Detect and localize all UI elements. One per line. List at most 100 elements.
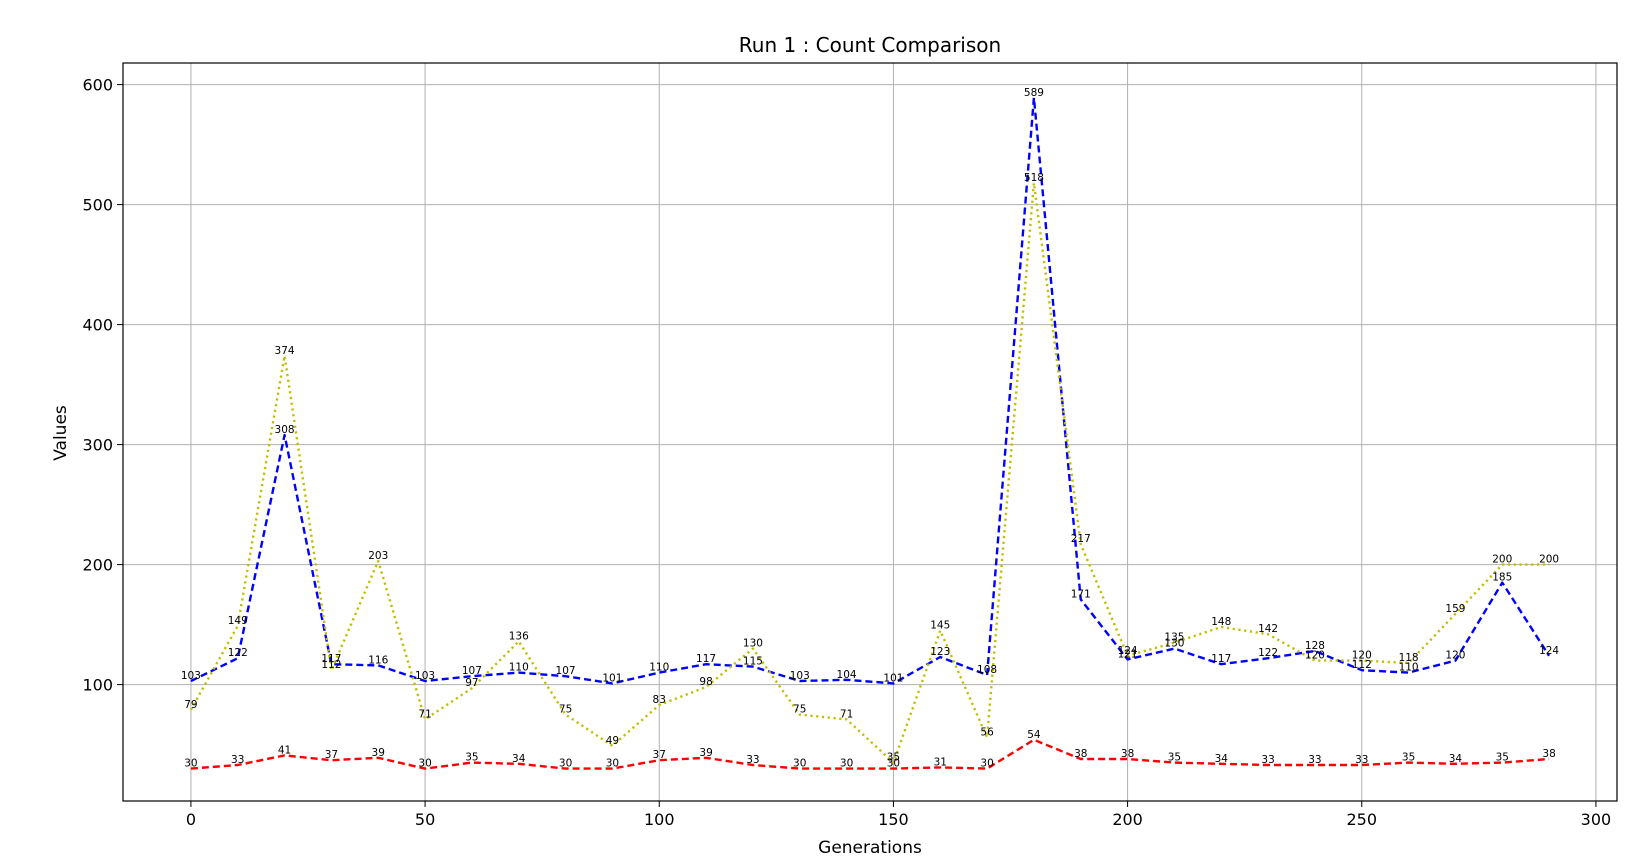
data-label: 120 <box>1352 650 1372 662</box>
axis-ticks: 0 50 100 150 200 250 300 100 200 300 400 500 600 <box>82 76 1611 829</box>
data-label: 121 <box>1118 648 1138 660</box>
data-label: 30 <box>559 758 572 770</box>
data-label: 108 <box>977 664 997 676</box>
data-label: 122 <box>228 647 248 659</box>
y-tick-label: 400 <box>82 316 113 335</box>
data-label: 117 <box>1211 653 1231 665</box>
data-label: 83 <box>653 694 666 706</box>
data-label: 142 <box>1258 623 1278 635</box>
data-labels: 103 122 308 117 116 103 107 110 107 101 110 117 115 1… <box>181 87 1560 770</box>
data-label: 38 <box>1121 748 1134 760</box>
data-label: 39 <box>699 747 712 759</box>
data-label: 124 <box>1539 645 1559 657</box>
series-line-1 <box>190 96 1551 685</box>
data-label: 49 <box>606 735 619 747</box>
data-label: 35 <box>1496 752 1509 764</box>
data-label: 71 <box>840 708 853 720</box>
data-label: 118 <box>1399 652 1419 664</box>
x-tick-label: 0 <box>186 810 196 829</box>
data-label: 200 <box>1492 554 1512 566</box>
data-label: 34 <box>1449 753 1463 765</box>
data-label: 518 <box>1024 172 1044 184</box>
x-tick-label: 250 <box>1346 810 1377 829</box>
data-label: 38 <box>1542 748 1555 760</box>
data-label: 54 <box>1027 729 1041 741</box>
data-label: 149 <box>228 615 248 627</box>
data-label: 124 <box>1118 645 1138 657</box>
data-label: 35 <box>1402 752 1415 764</box>
data-label: 217 <box>1071 533 1091 545</box>
y-tick-label: 500 <box>82 196 113 215</box>
data-label: 115 <box>743 656 763 668</box>
data-label: 101 <box>602 672 622 684</box>
x-tick-label: 50 <box>415 810 435 829</box>
data-label: 33 <box>231 754 244 766</box>
data-label: 33 <box>1355 754 1368 766</box>
data-label: 30 <box>793 758 806 770</box>
data-label: 97 <box>465 677 478 689</box>
data-label: 37 <box>325 749 338 761</box>
data-label: 30 <box>184 758 197 770</box>
data-label: 185 <box>1492 572 1512 584</box>
data-label: 148 <box>1211 616 1231 628</box>
series-line-3 <box>190 738 1550 770</box>
data-label: 104 <box>837 669 857 681</box>
data-label: 171 <box>1071 588 1091 600</box>
data-label: 308 <box>275 424 295 436</box>
data-label: 122 <box>1258 647 1278 659</box>
y-tick-label: 200 <box>82 556 113 575</box>
data-label: 56 <box>980 726 994 738</box>
data-label: 37 <box>653 749 666 761</box>
data-label: 130 <box>743 638 763 650</box>
data-label: 200 <box>1539 554 1559 566</box>
data-label: 30 <box>887 758 900 770</box>
data-label: 135 <box>1164 632 1184 644</box>
y-tick-label: 300 <box>82 436 113 455</box>
data-label: 35 <box>887 752 900 764</box>
y-tick-label: 600 <box>82 76 113 95</box>
data-label: 110 <box>509 662 529 674</box>
data-label: 35 <box>465 752 478 764</box>
data-label: 107 <box>556 665 576 677</box>
data-label: 110 <box>649 662 669 674</box>
data-label: 34 <box>512 753 526 765</box>
data-label: 34 <box>1215 753 1229 765</box>
data-label: 30 <box>840 758 853 770</box>
data-label: 30 <box>980 758 993 770</box>
data-label: 101 <box>883 672 903 684</box>
data-label: 103 <box>415 670 435 682</box>
plot-area-frame <box>122 62 1618 802</box>
data-label: 110 <box>1399 662 1419 674</box>
data-label: 120 <box>1305 650 1325 662</box>
data-label: 123 <box>930 646 950 658</box>
data-label: 75 <box>559 704 572 716</box>
data-label: 103 <box>790 670 810 682</box>
data-label: 374 <box>275 345 295 357</box>
y-axis-title: Values <box>51 405 71 461</box>
x-axis-title: Generations <box>818 838 922 858</box>
data-label: 33 <box>746 754 759 766</box>
data-label: 128 <box>1305 640 1325 652</box>
series-lines <box>189 96 1551 770</box>
data-label: 203 <box>368 550 388 562</box>
x-tick-label: 150 <box>878 810 909 829</box>
data-label: 107 <box>462 665 482 677</box>
data-label: 33 <box>1261 754 1274 766</box>
data-label: 33 <box>1308 754 1321 766</box>
data-label: 117 <box>321 653 341 665</box>
data-label: 39 <box>372 747 385 759</box>
gridlines <box>123 63 1617 801</box>
data-label: 75 <box>793 704 806 716</box>
data-label: 116 <box>368 654 388 666</box>
data-label: 112 <box>321 659 341 671</box>
data-label: 31 <box>934 756 947 768</box>
data-label: 145 <box>930 620 950 632</box>
data-label: 38 <box>1074 748 1087 760</box>
data-label: 71 <box>418 708 431 720</box>
x-tick-label: 300 <box>1581 810 1612 829</box>
data-label: 98 <box>699 676 712 688</box>
data-label: 30 <box>606 758 619 770</box>
